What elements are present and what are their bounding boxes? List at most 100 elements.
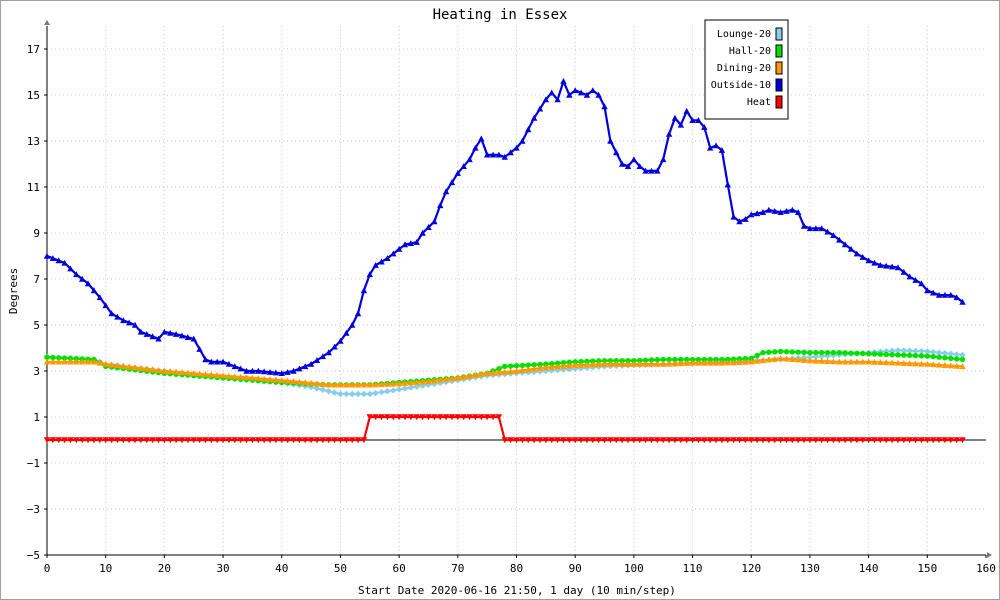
data-point [525,369,532,376]
data-point [466,372,473,379]
data-point [190,335,197,342]
data-point [888,359,896,366]
legend-swatch [775,27,783,41]
data-point [431,377,438,384]
data-point [613,360,620,367]
data-point [583,437,591,444]
data-point [448,179,456,186]
data-point [607,357,614,364]
data-point [525,362,531,368]
data-point [548,89,555,96]
legend-label: Hall-20 [729,46,771,57]
data-point [918,360,925,367]
x-axis-label: Start Date 2020-06-16 21:50, 1 day (10 m… [358,584,676,597]
data-point [806,225,814,232]
data-point [125,437,133,444]
data-point [883,351,889,358]
data-point [272,376,280,383]
data-point [765,437,773,444]
data-point [366,271,373,278]
data-point [813,349,819,356]
data-point [689,117,696,123]
data-point [689,356,696,363]
data-point [237,437,244,444]
legend-label: Outside-10 [711,80,771,91]
data-point [706,359,714,366]
data-point [783,348,790,355]
data-point [771,355,778,362]
data-point [753,210,761,217]
data-point [677,360,685,367]
data-point [789,206,796,213]
data-point [636,437,643,444]
data-point [877,262,884,268]
data-point [924,360,931,367]
data-point [213,371,221,378]
data-point [55,437,62,444]
data-point [50,354,56,361]
data-point [895,352,901,358]
data-point [149,333,156,340]
data-point [354,437,362,444]
data-point [437,376,444,383]
data-point [55,257,62,264]
data-point [806,437,814,444]
data-point [343,390,350,398]
data-point [272,437,280,444]
data-point [102,360,109,367]
data-point [953,362,960,369]
data-point [947,350,954,357]
data-point [860,350,866,357]
data-point [607,137,614,144]
data-point [390,380,397,387]
data-point [630,360,638,367]
data-point [818,225,825,232]
data-point [718,147,726,153]
data-point [90,287,98,294]
data-point [812,225,820,232]
data-point [665,437,673,444]
data-point [483,370,491,376]
y-tick-label: 13 [27,135,40,148]
data-point [243,374,250,381]
data-point [390,387,397,394]
data-point [660,360,667,367]
data-point [812,357,820,364]
data-point [883,262,890,269]
data-point [501,437,508,444]
data-point [936,354,942,360]
data-point [44,354,50,360]
data-point [401,414,409,421]
data-point [366,381,373,388]
data-point [624,437,632,444]
data-point [190,437,197,444]
data-point [583,364,591,371]
data-point [131,364,139,371]
data-point [841,358,849,365]
data-point [507,437,514,444]
y-tick-label: 1 [33,411,40,424]
data-point [824,437,831,444]
data-point [513,363,520,369]
data-point [935,437,943,444]
data-point [830,349,837,356]
data-point [912,352,919,359]
data-point [348,381,356,388]
data-point [618,437,626,444]
data-point [460,373,467,380]
data-point [618,360,626,367]
data-point [337,390,344,398]
data-point [566,91,573,98]
data-point [219,372,227,379]
data-point [196,437,203,444]
x-tick-label: 50 [334,562,347,575]
data-point [953,294,960,301]
data-point [789,349,796,355]
data-point [683,107,690,114]
data-point [448,375,456,382]
y-tick-label: 17 [27,43,40,56]
y-tick-label: −3 [27,503,40,516]
data-point [935,349,943,356]
legend-swatch [775,61,783,75]
data-point [901,352,907,358]
